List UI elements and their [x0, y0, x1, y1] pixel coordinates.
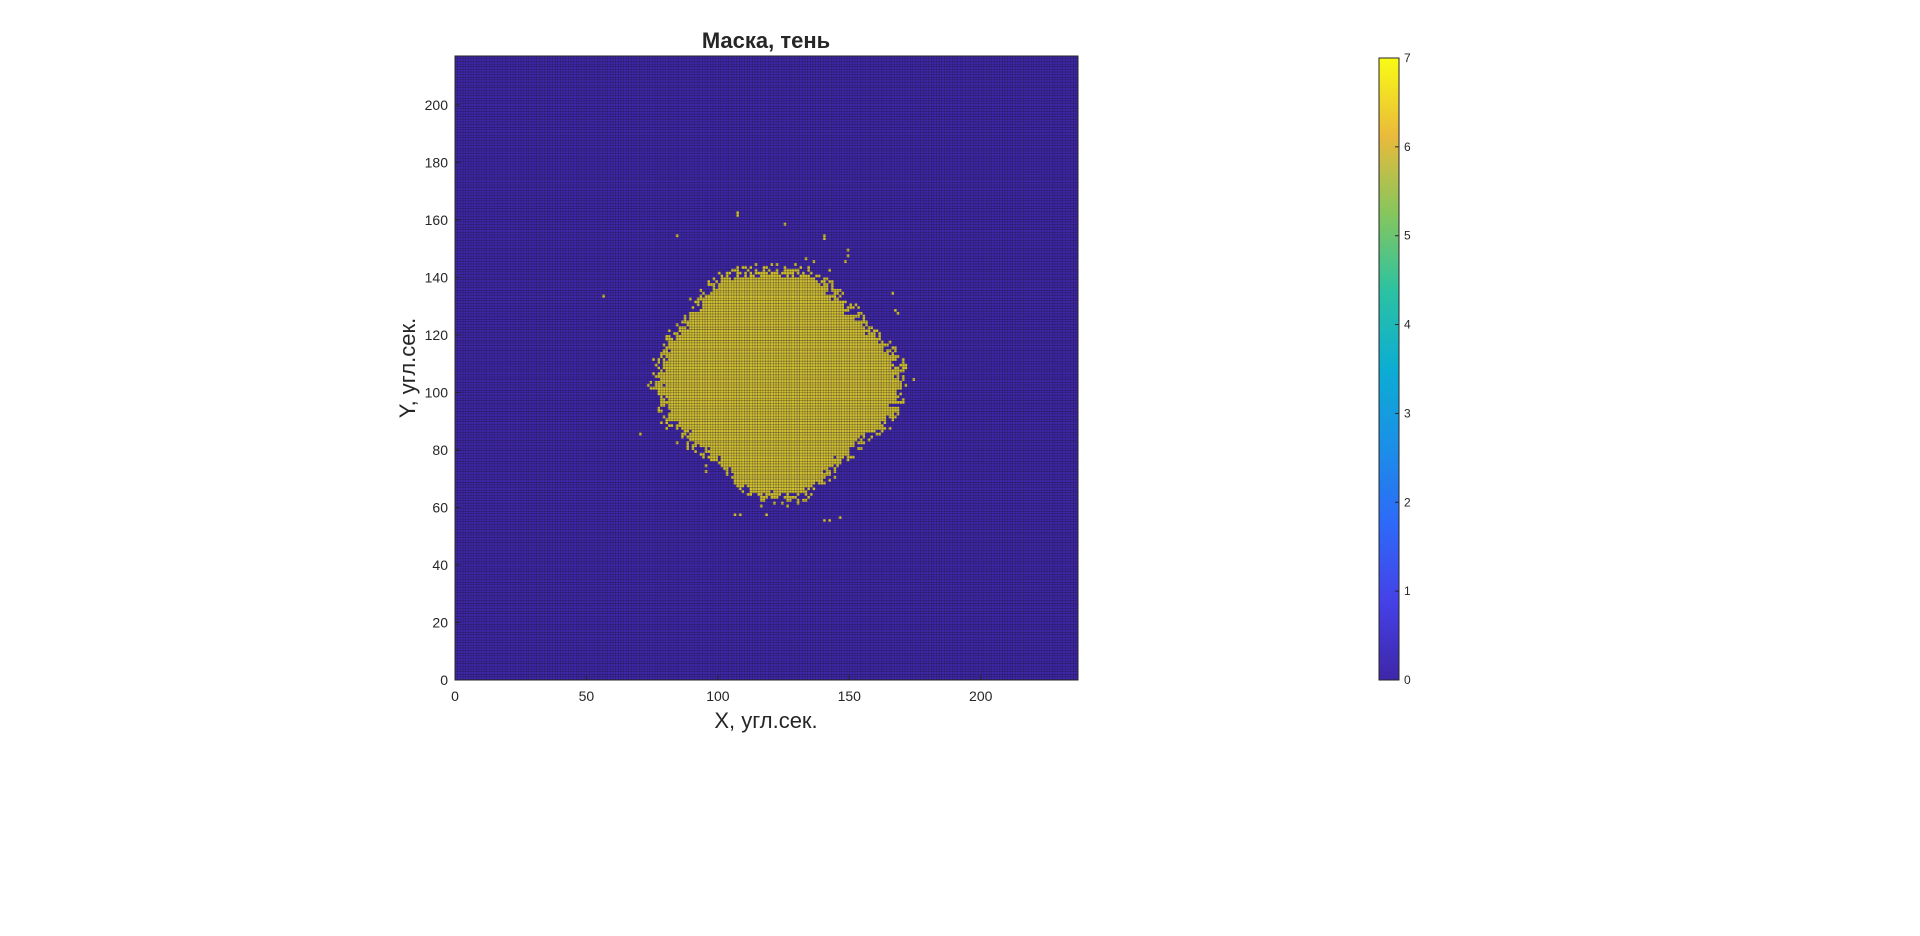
chart-title: Маска, тень	[702, 28, 830, 53]
heatmap-plot-area[interactable]	[454, 55, 1079, 681]
